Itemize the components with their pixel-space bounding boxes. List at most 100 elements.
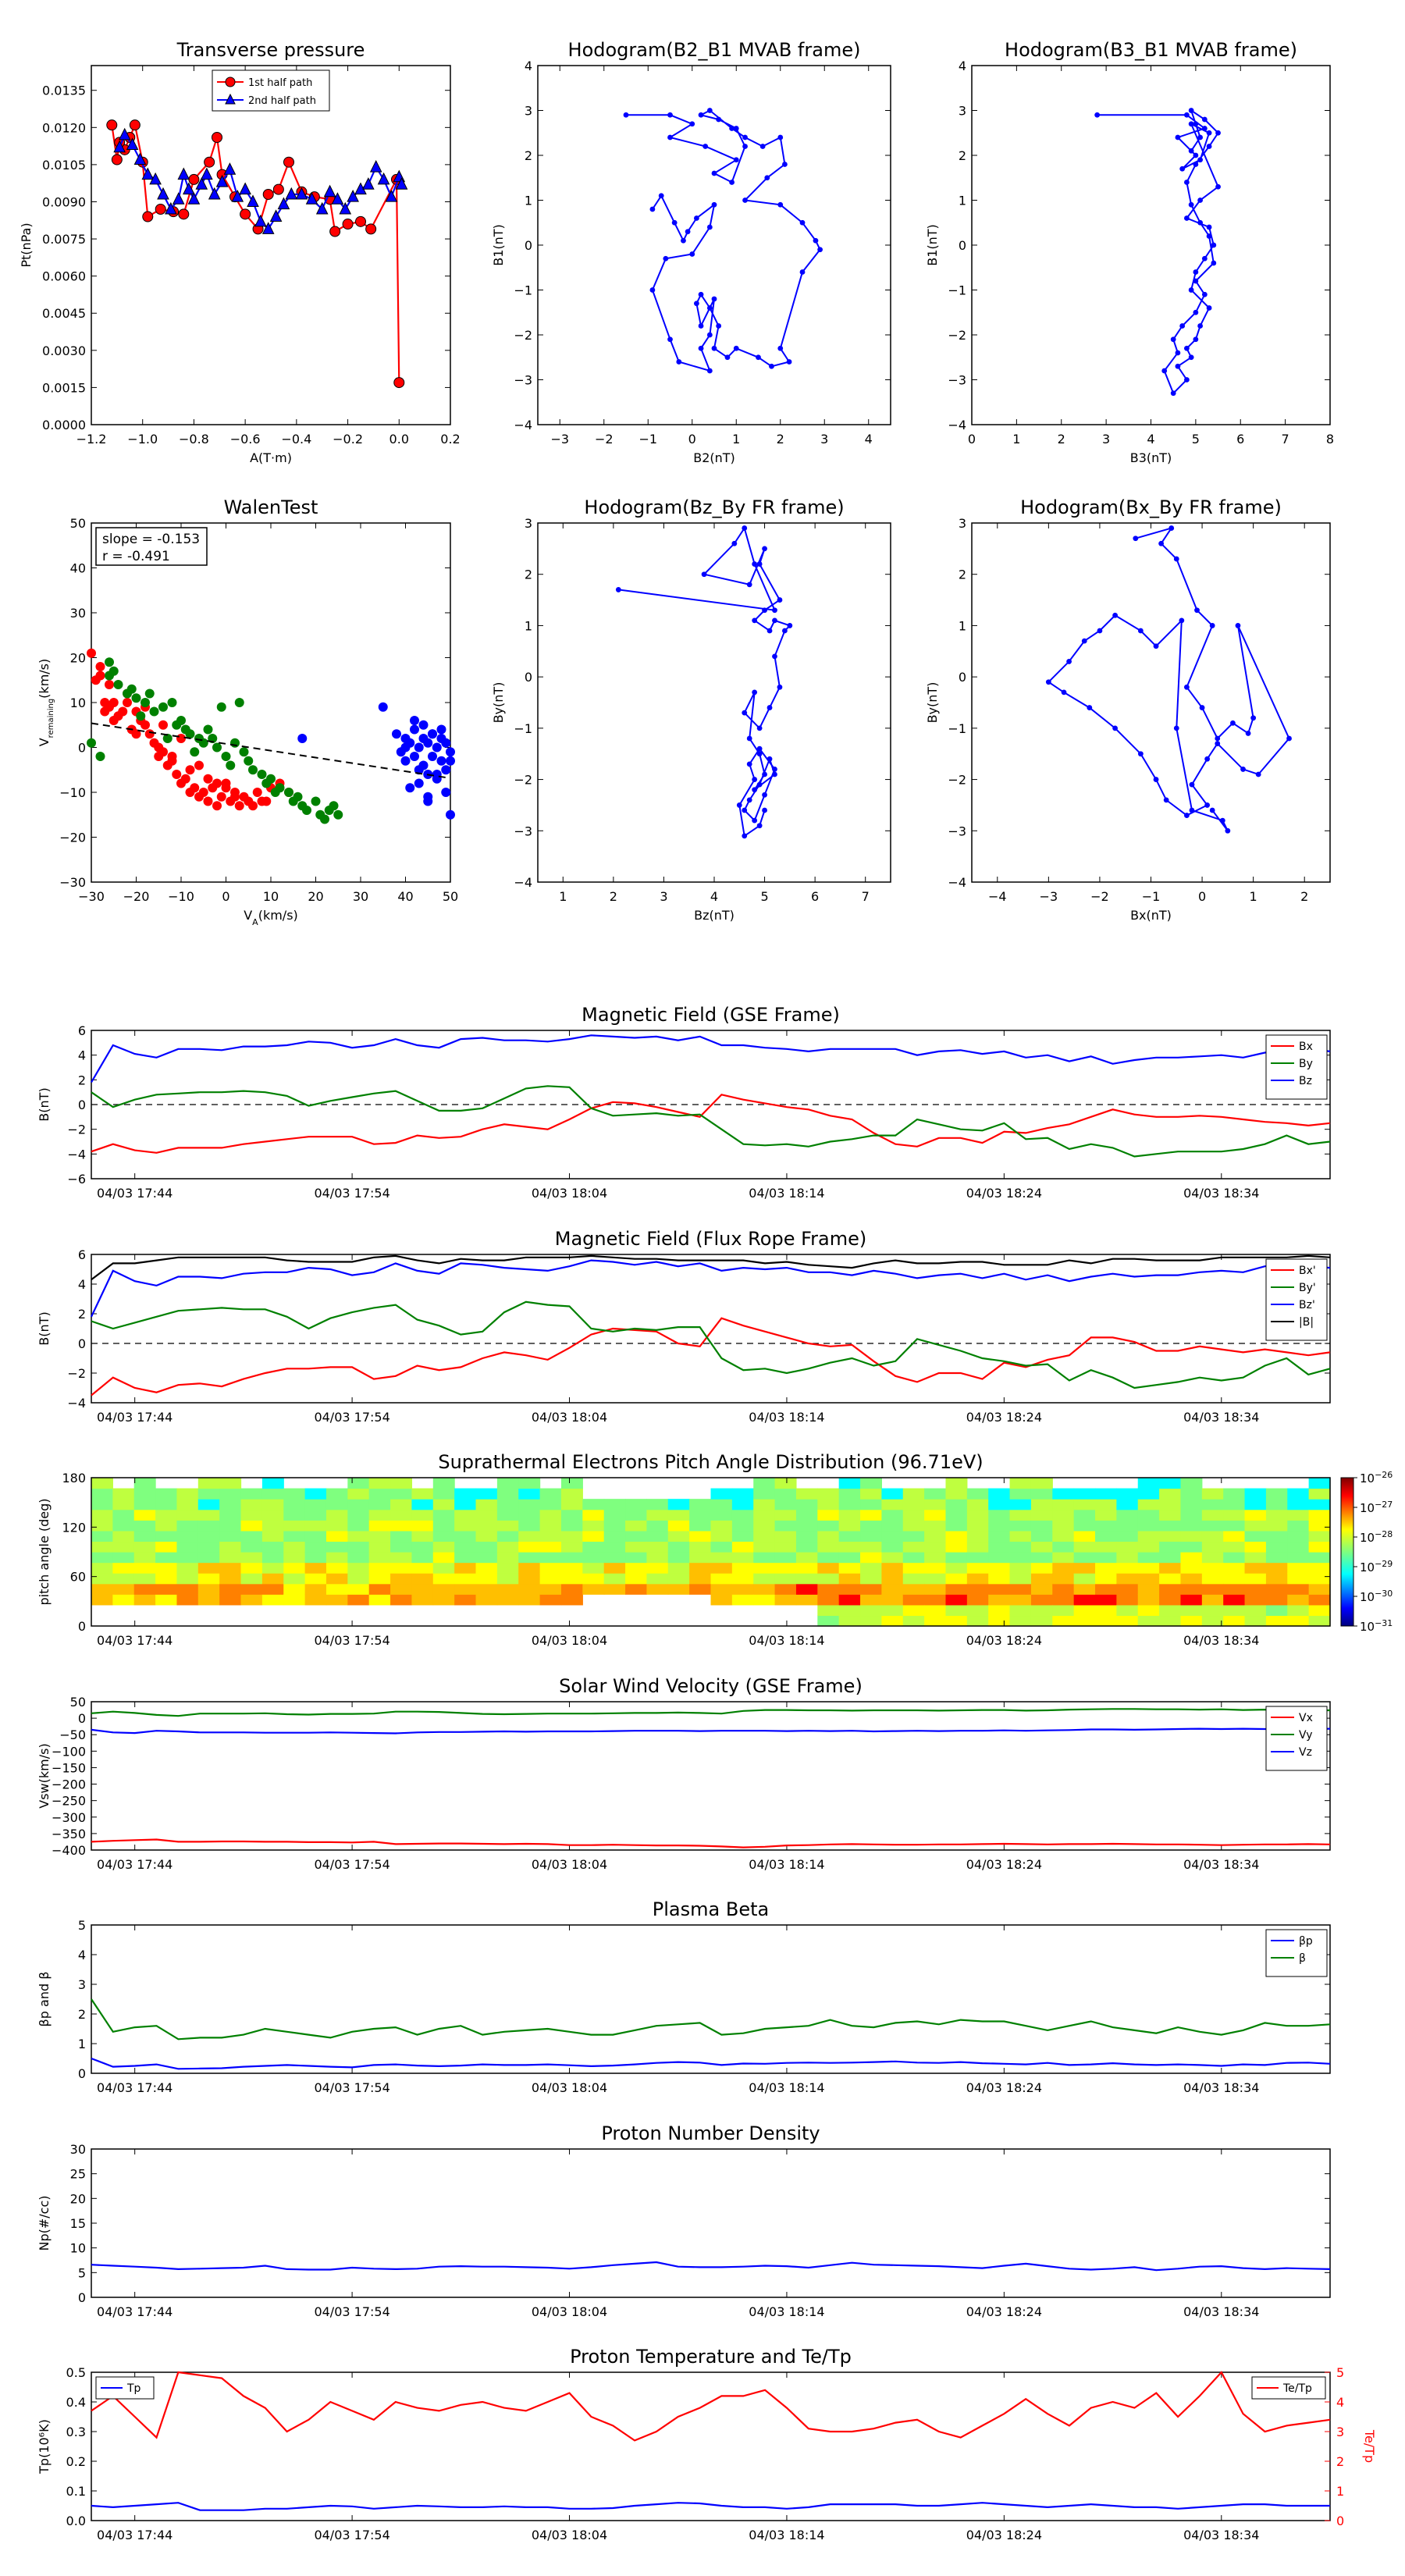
hodogram-point: [1179, 617, 1185, 624]
x-tick-label: 0: [222, 889, 229, 904]
y-tick-label: −4: [67, 1396, 86, 1411]
heatmap-cell: [261, 1552, 284, 1564]
heatmap-cell: [1308, 1562, 1331, 1574]
heatmap-cell: [838, 1604, 861, 1617]
scatter-point: [123, 698, 132, 707]
heatmap-cell: [347, 1520, 370, 1532]
hodogram-point: [681, 237, 686, 244]
plot-frame: [971, 522, 1331, 883]
series-bx: [91, 1094, 1331, 1154]
heatmap-cell: [988, 1562, 1011, 1574]
heatmap-cell: [91, 1573, 113, 1585]
heatmap-cell: [197, 1541, 220, 1553]
heatmap-cell: [1116, 1594, 1139, 1606]
heatmap-cell: [881, 1520, 904, 1532]
y-tick-label: 0: [525, 238, 532, 253]
circle-marker: [283, 156, 294, 168]
heatmap-cell: [240, 1520, 263, 1532]
hodogram-point: [1215, 735, 1221, 742]
panel-plasma-beta: Plasma Beta 04/03 17:44 04/03 17:54 04/03 1…: [37, 1898, 1331, 2095]
heatmap-cell: [1137, 1478, 1160, 1489]
heatmap-cell: [1052, 1509, 1075, 1521]
hodogram-point: [777, 134, 784, 141]
heatmap-cell: [432, 1552, 455, 1564]
heatmap-cell: [539, 1488, 562, 1500]
heatmap-cell: [1308, 1488, 1331, 1500]
hodogram-point: [1175, 350, 1181, 356]
heatmap-cell: [112, 1520, 135, 1532]
heatmap-cell: [966, 1499, 989, 1510]
x-tick-label: 04/03 17:44: [97, 2304, 173, 2319]
hodogram-point: [685, 229, 691, 235]
hodogram-point: [1170, 336, 1176, 343]
y-axis-label: B1(nT): [925, 224, 940, 266]
heatmap-cell: [625, 1552, 648, 1564]
x-axis-label-subscript: A: [252, 917, 258, 927]
heatmap-cell: [112, 1499, 135, 1510]
scatter-point: [392, 729, 401, 739]
triangle-marker: [133, 152, 147, 165]
heatmap-cell: [261, 1488, 284, 1500]
plot-frame: [91, 2371, 1331, 2521]
x-tick-label: −1: [1142, 889, 1161, 904]
heatmap-cell: [881, 1541, 904, 1553]
hodogram-point: [817, 247, 823, 253]
heatmap-cell: [646, 1499, 669, 1510]
heatmap-cell: [1137, 1594, 1160, 1606]
hodogram-point: [1215, 130, 1221, 136]
triangle-marker: [215, 174, 229, 187]
x-tick-label: 4: [1147, 432, 1154, 447]
heatmap-cell: [432, 1520, 455, 1532]
heatmap-cell: [881, 1573, 904, 1585]
heatmap-cell: [261, 1541, 284, 1553]
x-tick-label: 7: [862, 889, 870, 904]
heatmap-cell: [1095, 1520, 1117, 1532]
heatmap-cell: [240, 1583, 263, 1595]
heatmap-cell: [838, 1562, 861, 1574]
hodogram-point: [1193, 121, 1199, 127]
triangle-marker: [165, 201, 177, 215]
scatter-point: [226, 760, 236, 770]
heatmap-cell: [518, 1520, 541, 1532]
x-tick-label: 0.2: [440, 432, 460, 447]
heatmap-cell: [454, 1499, 477, 1510]
heatmap-cell: [1159, 1541, 1182, 1553]
heatmap-cell: [1265, 1583, 1288, 1595]
legend-label: By: [1299, 1058, 1313, 1070]
heatmap-cell: [454, 1583, 477, 1595]
x-tick-label: −20: [123, 889, 150, 904]
hodogram-point: [731, 540, 738, 546]
x-tick-label: 04/03 18:24: [966, 1186, 1042, 1201]
hodogram-point: [759, 144, 766, 149]
heatmap-cell: [710, 1509, 733, 1521]
heatmap-cell: [795, 1488, 818, 1500]
heatmap-cell: [753, 1520, 776, 1532]
scatter-point: [158, 702, 168, 712]
heatmap-cell: [1073, 1541, 1096, 1553]
scatter-point: [194, 760, 204, 770]
y-tick-label: 2: [525, 148, 532, 163]
scatter-point: [414, 742, 424, 753]
heatmap-cell: [283, 1552, 306, 1564]
colorbar-tick-label: 10−31: [1360, 1618, 1393, 1635]
heatmap-cell: [347, 1573, 370, 1585]
scatter-point: [441, 765, 451, 775]
heatmap-cell: [518, 1478, 541, 1489]
x-tick-label: 20: [308, 889, 323, 904]
scatter-point: [400, 756, 411, 766]
x-tick-label: 04/03 18:24: [966, 1410, 1042, 1425]
heatmap-cell: [924, 1530, 947, 1542]
colorbar-tick-label: 10−30: [1360, 1589, 1393, 1605]
hodogram-point: [736, 802, 742, 808]
scatter-point: [180, 774, 190, 784]
heatmap-cell: [176, 1488, 199, 1500]
heatmap-cell: [1009, 1604, 1032, 1617]
heatmap-cell: [347, 1499, 370, 1510]
x-tick-label: 04/03 18:04: [532, 2304, 607, 2319]
heatmap-cell: [304, 1552, 327, 1564]
circle-marker: [355, 215, 366, 227]
heatmap-cell: [753, 1478, 776, 1489]
y-tick-label: 10: [70, 696, 86, 710]
scatter-point: [239, 792, 249, 802]
